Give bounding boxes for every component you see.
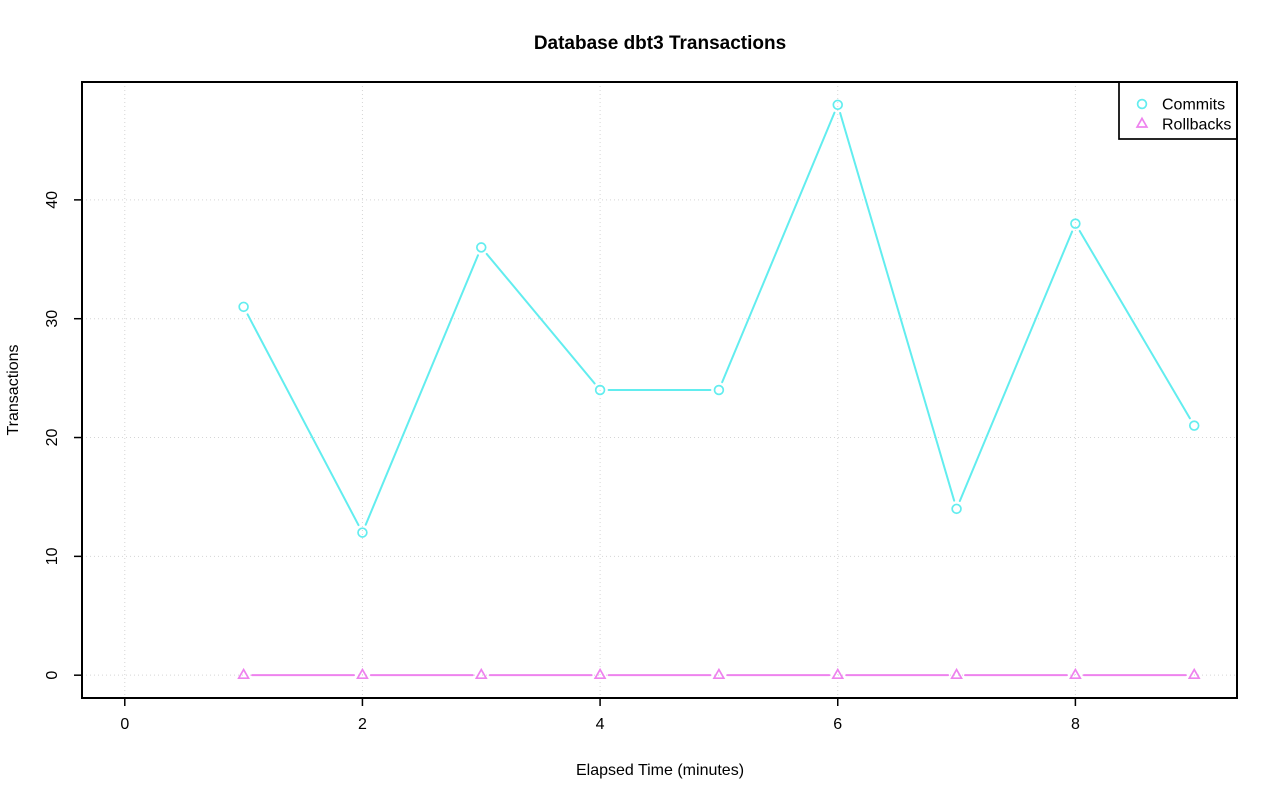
x-tick-label: 2 (358, 716, 367, 733)
y-tick-label: 20 (44, 429, 61, 447)
x-tick-label: 8 (1071, 716, 1080, 733)
y-tick-label: 40 (44, 191, 61, 209)
commits-data-point (594, 384, 606, 396)
y-tick-label: 30 (44, 310, 61, 328)
y-tick-label: 0 (44, 671, 61, 680)
rollbacks-data-point (831, 667, 845, 680)
rollbacks-data-point (950, 667, 963, 680)
commits-data-point (832, 99, 843, 111)
commits-line-segment (839, 111, 956, 502)
x-tick-label: 0 (120, 716, 129, 733)
commits-data-point (951, 503, 962, 515)
commits-series (238, 99, 1200, 538)
rollbacks-data-point (593, 667, 607, 680)
commits-line-segment (364, 254, 479, 526)
legend-marker-commits (1136, 98, 1148, 110)
legend-label-commits: Commits (1162, 97, 1225, 114)
commits-data-point (1070, 218, 1081, 229)
x-tick-label: 6 (833, 716, 842, 733)
legend-marker-rollbacks (1135, 116, 1149, 128)
rollbacks-data-point (1187, 667, 1201, 680)
rollbacks-series (237, 667, 1201, 680)
commits-line-segment (958, 230, 1074, 502)
plot-border (81, 81, 1238, 699)
data-series (237, 99, 1201, 680)
rollbacks-data-point (1069, 667, 1082, 680)
legend-box (1118, 81, 1238, 140)
legend-label-rollbacks: Rollbacks (1162, 117, 1231, 134)
rollbacks-data-point (474, 667, 488, 680)
legend: Commits Rollbacks (1118, 81, 1238, 140)
plot-frame (81, 81, 1238, 699)
commits-line-segment (1078, 229, 1191, 420)
rollbacks-data-point (712, 667, 726, 680)
commits-data-point (238, 301, 249, 313)
chart-title: Database dbt3 Transactions (534, 33, 786, 54)
commits-line-segment (246, 313, 360, 527)
commits-line-segment (721, 111, 836, 384)
y-tick-label: 10 (44, 547, 61, 565)
rollbacks-data-point (237, 667, 250, 680)
y-axis-label: Transactions (5, 345, 22, 436)
rollbacks-data-point (356, 667, 369, 680)
x-axis-label: Elapsed Time (minutes) (576, 762, 744, 779)
commits-data-point (713, 384, 725, 396)
commits-data-point (1188, 420, 1200, 431)
commits-data-point (476, 242, 487, 253)
commits-line-segment (485, 252, 596, 385)
commits-data-point (357, 527, 368, 538)
axes: 0 2 4 6 8 0 10 20 30 40 (44, 191, 1080, 733)
x-tick-label: 4 (596, 716, 605, 733)
